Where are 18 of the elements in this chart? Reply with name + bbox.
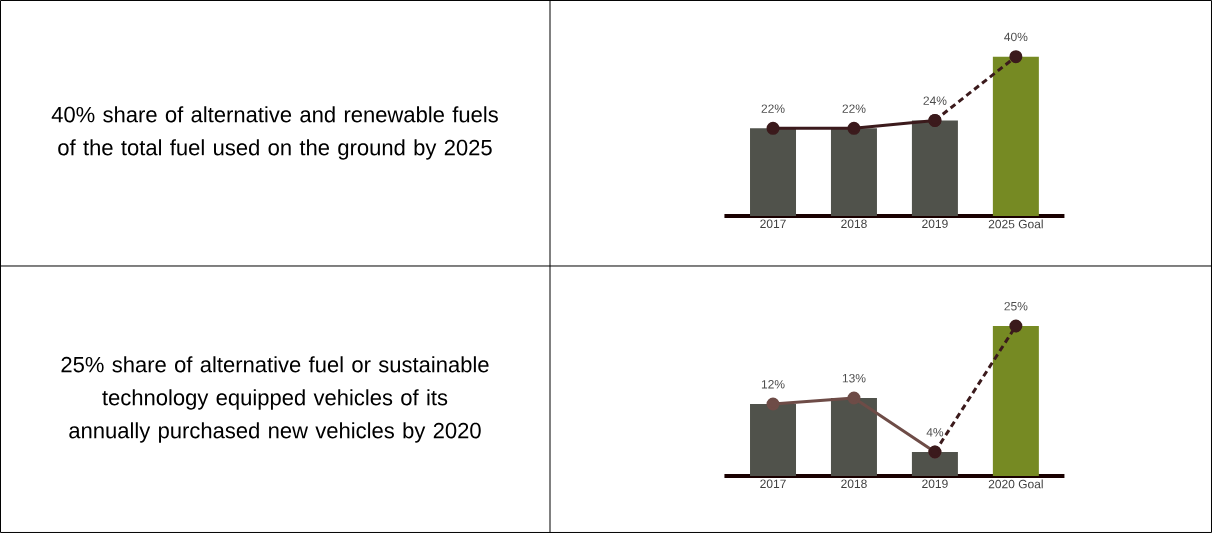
x-tick-label: 2025 Goal	[988, 219, 1043, 229]
text: 25% share of alternative fuel or sustainable technology equipped vehicles of its annually purchased new vehicles by 2020	[61, 356, 489, 443]
x-tick-label: 2017	[760, 219, 786, 229]
x-tick-label: 2020 Goal	[988, 479, 1043, 489]
x-tick-label: 2017	[760, 479, 786, 489]
data-label: 22%	[842, 104, 866, 113]
text: 40% share of alternative and renewable fuels of the total fuel used on the ground by 2025	[51, 106, 498, 160]
data-label: 4%	[926, 428, 944, 437]
data-label: 40%	[1004, 32, 1028, 42]
data-label: 25%	[1004, 301, 1028, 311]
data-label: 13%	[842, 373, 866, 383]
x-tick-label: 2018	[841, 479, 867, 489]
data-label: 24%	[923, 96, 947, 105]
x-tick-label: 2019	[922, 479, 948, 489]
data-label: 12%	[761, 380, 785, 389]
x-tick-label: 2019	[922, 219, 948, 229]
data-label: 22%	[761, 104, 785, 113]
x-tick-label: 2018	[841, 219, 867, 229]
